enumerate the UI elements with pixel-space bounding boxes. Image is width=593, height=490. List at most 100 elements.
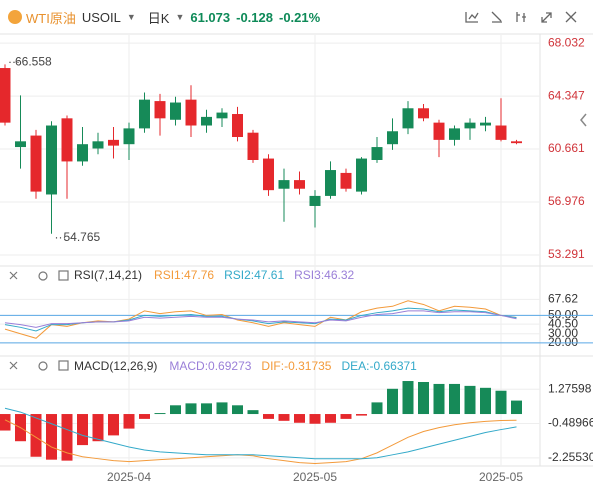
candle-body bbox=[371, 147, 383, 160]
legend-entry: RSI3:46.32 bbox=[294, 268, 354, 282]
candle-body bbox=[46, 125, 57, 195]
toolbar bbox=[465, 11, 577, 23]
histogram-bar bbox=[77, 414, 88, 446]
candle-body bbox=[185, 99, 197, 126]
max-label: 66.558 bbox=[15, 55, 52, 69]
candle-body bbox=[0, 68, 11, 123]
min-marker: ··· bbox=[55, 230, 67, 244]
histogram-bar bbox=[0, 414, 11, 431]
y-tick-label: -0.48966 bbox=[548, 416, 593, 430]
y-tick-label: 68.032 bbox=[548, 35, 585, 49]
candle-body bbox=[30, 135, 42, 192]
candle-body bbox=[201, 116, 212, 126]
candle-body bbox=[433, 122, 445, 140]
candle-body bbox=[154, 101, 166, 119]
candle-body bbox=[216, 112, 228, 119]
x-tick-label: 2025-04 bbox=[107, 470, 151, 484]
y-tick-label: 30.00 bbox=[548, 326, 578, 340]
histogram-bar bbox=[263, 414, 274, 419]
period[interactable]: 日K bbox=[147, 10, 170, 26]
histogram-bar bbox=[154, 413, 166, 415]
histogram-bar bbox=[201, 403, 212, 415]
tool-icon[interactable] bbox=[516, 12, 526, 22]
panel-icon[interactable] bbox=[58, 360, 69, 371]
histogram-bar bbox=[170, 405, 181, 415]
change: -0.128 bbox=[236, 9, 273, 25]
y-tick-label: 56.976 bbox=[548, 194, 585, 208]
settings-icon[interactable] bbox=[38, 271, 48, 281]
panel-icons bbox=[9, 270, 69, 371]
y-tick-label: 20.00 bbox=[548, 335, 578, 349]
min-label: 54.765 bbox=[64, 230, 101, 244]
panel-icon[interactable] bbox=[58, 270, 69, 281]
histogram-bar bbox=[185, 403, 197, 415]
max-marker: ··· bbox=[8, 55, 20, 69]
candle-body bbox=[418, 108, 429, 119]
histogram-bar bbox=[402, 381, 414, 415]
y-tick-label: 64.347 bbox=[548, 88, 585, 102]
histogram-bar bbox=[418, 381, 429, 415]
y-tick-label: 40.50 bbox=[548, 316, 578, 330]
candle-body bbox=[247, 132, 259, 160]
symbol-name: WTI原油 bbox=[26, 10, 76, 26]
legend-entry: RSI2:47.61 bbox=[224, 268, 284, 282]
x-tick-label: 2025-05 bbox=[479, 470, 523, 484]
candle-body bbox=[77, 144, 88, 162]
histogram-bar bbox=[480, 387, 491, 415]
settings-icon[interactable] bbox=[38, 361, 48, 371]
histogram-bar bbox=[247, 410, 259, 415]
histogram-bar bbox=[30, 414, 42, 457]
histogram-bar bbox=[464, 385, 476, 415]
y-tick-label: 53.291 bbox=[548, 247, 585, 261]
y-tick-label: 67.62 bbox=[548, 291, 578, 305]
dropdown-caret[interactable]: ▼ bbox=[126, 12, 136, 22]
candle-body bbox=[170, 102, 181, 120]
histogram-bar bbox=[511, 400, 522, 415]
collapse-arrow[interactable] bbox=[580, 113, 587, 127]
candle-body bbox=[387, 131, 398, 145]
candle-body bbox=[61, 118, 73, 162]
candle-body bbox=[309, 195, 321, 206]
legend-entry: DEA:-0.66371 bbox=[341, 359, 417, 373]
histogram-bar bbox=[325, 414, 336, 423]
y-tick-label: 1.27598 bbox=[548, 381, 592, 395]
candle-body bbox=[278, 180, 290, 189]
candle-body bbox=[263, 158, 274, 191]
candle-body bbox=[480, 122, 491, 126]
logo bbox=[8, 10, 22, 24]
change-pct: -0.21% bbox=[279, 9, 321, 25]
symbol[interactable]: USOIL bbox=[81, 9, 121, 25]
candle-body bbox=[294, 180, 305, 189]
histogram-bar bbox=[216, 402, 228, 415]
legend-entry: RSI1:47.76 bbox=[154, 268, 214, 282]
close-icon[interactable] bbox=[9, 271, 18, 280]
histogram-bar bbox=[356, 414, 367, 416]
histogram-bar bbox=[232, 405, 243, 415]
y-tick-label: 50.00 bbox=[548, 308, 578, 322]
histogram-bar bbox=[92, 414, 104, 442]
tool-icon[interactable] bbox=[541, 12, 552, 23]
candle-body bbox=[108, 139, 119, 146]
legend-entry: MACD:0.69273 bbox=[169, 359, 251, 373]
candle-body bbox=[325, 170, 336, 196]
tool-icon[interactable] bbox=[491, 11, 502, 23]
candle-body bbox=[464, 122, 476, 129]
histogram-bar bbox=[108, 414, 119, 436]
tool-icon[interactable] bbox=[565, 11, 577, 23]
candle-body bbox=[495, 125, 507, 140]
tool-icon[interactable] bbox=[465, 12, 479, 23]
candle-body bbox=[123, 128, 135, 145]
indicator-line bbox=[4, 407, 517, 460]
candle-body bbox=[402, 108, 414, 129]
dropdown-caret[interactable]: ▼ bbox=[175, 12, 185, 22]
histogram-bar bbox=[46, 414, 57, 460]
close-icon[interactable] bbox=[9, 361, 18, 370]
histogram-bar bbox=[495, 390, 507, 415]
candle-body bbox=[92, 141, 104, 149]
x-tick-label: 2025-05 bbox=[293, 470, 337, 484]
candle-body bbox=[511, 141, 522, 144]
indicator-title: MACD(12,26,9) bbox=[74, 359, 157, 373]
y-tick-label: 60.661 bbox=[548, 141, 585, 155]
